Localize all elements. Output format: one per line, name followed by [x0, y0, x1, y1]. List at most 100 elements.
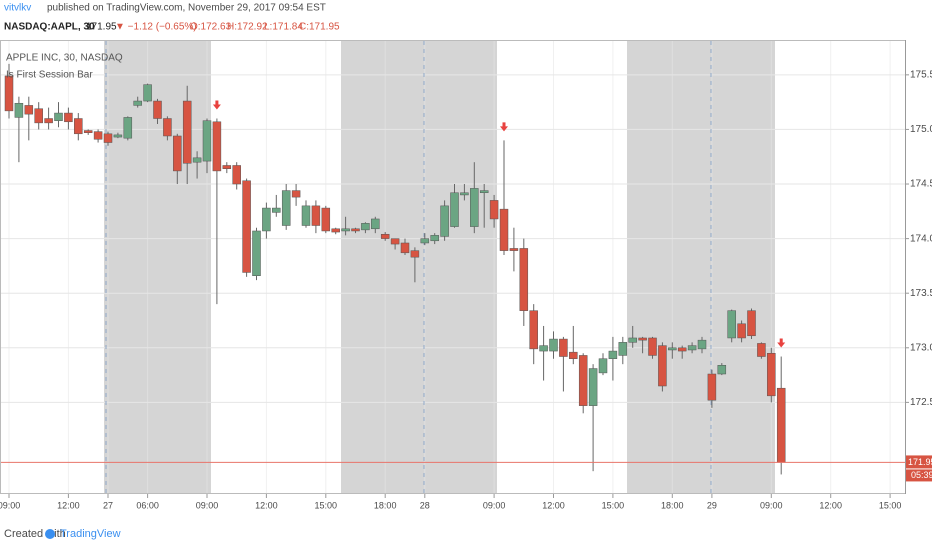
- candle-body: [470, 188, 479, 227]
- candle-body: [608, 350, 618, 359]
- x-tick-label: 15:00: [315, 500, 338, 510]
- candle-body: [658, 345, 667, 387]
- candle-body: [559, 338, 568, 357]
- legend-indicator: Is First Session Bar: [6, 70, 93, 81]
- candle-body: [489, 200, 499, 220]
- y-tick-label: 174.00: [910, 233, 932, 244]
- candle-body: [103, 133, 113, 143]
- x-tick-label: 15:00: [602, 500, 625, 510]
- y-tick-label: 174.50: [910, 179, 932, 190]
- y-tick-label: 175.50: [910, 69, 932, 80]
- candle-body: [54, 112, 63, 121]
- candle-body: [341, 228, 350, 232]
- candle-body: [143, 84, 152, 102]
- signal-arrow: [777, 338, 786, 348]
- candle-body: [281, 190, 291, 226]
- brand-logo: [45, 529, 55, 539]
- candle-body: [182, 100, 192, 164]
- candle-body: [351, 228, 360, 232]
- candle-body: [242, 180, 251, 273]
- candle-body: [638, 337, 647, 341]
- candle-body: [578, 355, 588, 406]
- candle-body: [598, 358, 608, 374]
- candle-body: [252, 230, 261, 276]
- candle-body: [123, 117, 133, 139]
- candle-body: [549, 338, 558, 352]
- candle-body: [4, 75, 14, 112]
- candle-body: [539, 345, 548, 352]
- candle-body: [668, 347, 677, 351]
- candle-body: [361, 223, 370, 231]
- x-tick-label: 28: [420, 500, 430, 510]
- published: published on TradingView.com, November 2…: [47, 3, 326, 14]
- grid: [1, 41, 905, 493]
- candle-body: [291, 190, 301, 198]
- y-tick-label: 173.50: [910, 288, 932, 299]
- candle-body: [83, 130, 93, 133]
- sessions: [104, 41, 775, 493]
- x-tick-label: 09:00: [483, 500, 506, 510]
- x-tick-label: 09:00: [196, 500, 219, 510]
- y-tick-label: 172.50: [910, 397, 932, 408]
- x-tick-label: 29: [707, 500, 717, 510]
- candle-body: [767, 353, 776, 397]
- candle-body: [677, 347, 687, 352]
- countdown-label: 05:39: [911, 470, 932, 480]
- last: 171.95: [86, 22, 117, 33]
- candle-body: [737, 323, 746, 339]
- candle-body: [519, 248, 529, 311]
- candle-body: [212, 121, 222, 172]
- x-tick-label: 18:00: [374, 500, 397, 510]
- candle-body: [707, 373, 717, 401]
- countdown-tag: [906, 469, 932, 482]
- candle-body: [410, 250, 420, 258]
- x-tick-label: 09:00: [760, 500, 783, 510]
- candle-body: [717, 365, 727, 375]
- candle-body: [727, 310, 736, 339]
- candle-body: [74, 118, 83, 135]
- ohlc-open: O:172.63: [190, 22, 232, 33]
- candle-body: [311, 205, 321, 226]
- candle-body: [450, 192, 459, 227]
- candle-body: [479, 190, 489, 194]
- candle-body: [64, 112, 73, 123]
- candle-body: [648, 337, 657, 356]
- candle-body: [163, 118, 172, 137]
- candle-body: [618, 342, 628, 356]
- candle-body: [202, 120, 212, 162]
- candle-body: [331, 228, 340, 233]
- x-tick-label: 12:00: [255, 500, 278, 510]
- candle-body: [93, 131, 103, 140]
- legend-symbol: APPLE INC, 30, NASDAQ: [6, 53, 123, 64]
- candle-body: [232, 165, 241, 185]
- x-tick-label: 27: [103, 500, 113, 510]
- footer-created: Created with: [4, 528, 66, 540]
- candle-body: [569, 351, 578, 359]
- candle-body: [34, 108, 43, 124]
- x-tick-label: 09:00: [0, 500, 20, 510]
- candles: [1, 63, 905, 475]
- y-tick-label: 173.00: [910, 342, 932, 353]
- x-tick-label: 18:00: [661, 500, 684, 510]
- last-price-label: 171.95: [908, 457, 932, 467]
- candle-body: [529, 310, 538, 350]
- candle-body: [133, 100, 142, 106]
- ohlc-high: H:172.92: [227, 22, 268, 33]
- x-tick-label: 12:00: [542, 500, 565, 510]
- footer-brand[interactable]: TradingView: [60, 528, 121, 540]
- signal-arrow: [212, 100, 221, 110]
- ohlc-low: L:171.84: [264, 22, 303, 33]
- last-price-tag: [906, 455, 932, 469]
- candle-body: [24, 105, 34, 115]
- candle-body: [390, 238, 400, 245]
- candle-body: [44, 118, 53, 124]
- candle-body: [380, 233, 390, 239]
- candle-body: [430, 235, 439, 242]
- candle-body: [301, 205, 311, 226]
- author[interactable]: vitvlkv: [4, 3, 31, 14]
- x-tick-label: 12:00: [57, 500, 80, 510]
- y-tick-label: 175.00: [910, 124, 932, 135]
- candle-body: [697, 339, 707, 350]
- x-tick-label: 15:00: [879, 500, 902, 510]
